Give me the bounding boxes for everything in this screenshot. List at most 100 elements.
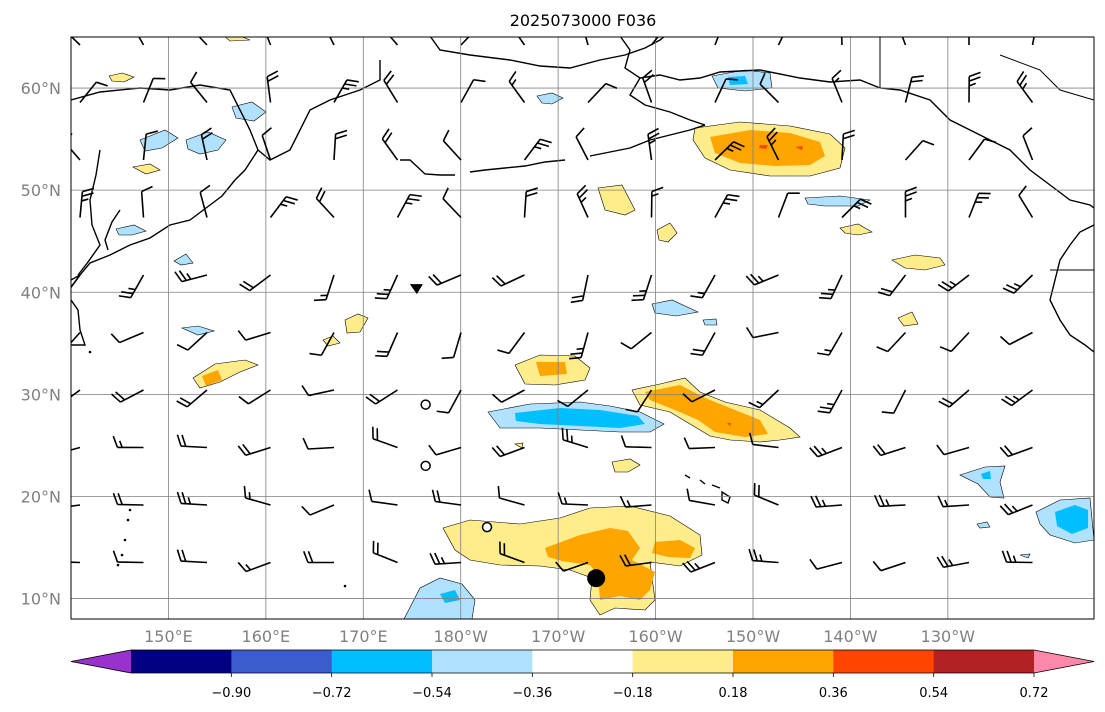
coastlines bbox=[71, 37, 1094, 504]
lat-tick-label: 40°N bbox=[21, 283, 61, 302]
wind-barb bbox=[904, 186, 917, 218]
wind-barb bbox=[620, 331, 653, 350]
lat-tick-label: 60°N bbox=[21, 79, 61, 98]
wind-barb bbox=[936, 555, 970, 569]
wind-barb bbox=[71, 561, 81, 564]
wind-barb bbox=[817, 389, 843, 414]
wind-barb bbox=[237, 561, 271, 573]
wind-barb bbox=[999, 445, 1033, 458]
wind-barb bbox=[873, 494, 906, 508]
lon-tick-label: 170°E bbox=[339, 627, 388, 646]
wind-barb bbox=[777, 37, 784, 46]
wind-barb bbox=[683, 437, 716, 450]
wind-barb bbox=[690, 274, 716, 299]
wind-barb bbox=[1002, 274, 1034, 294]
wind-barb bbox=[809, 445, 843, 458]
wind-barb bbox=[904, 75, 924, 103]
wind-barb bbox=[389, 37, 399, 46]
wind-barb bbox=[491, 389, 525, 403]
wind-barb bbox=[631, 274, 653, 302]
wind-barb bbox=[841, 129, 856, 161]
lon-tick-label: 130°W bbox=[921, 627, 976, 646]
wind-barb bbox=[690, 332, 716, 357]
colorbar-segment bbox=[331, 650, 433, 673]
wind-barb bbox=[1016, 71, 1034, 103]
wind-barb bbox=[766, 127, 780, 161]
wind-barb bbox=[647, 127, 660, 161]
wind-barb bbox=[523, 187, 538, 218]
colorbar-tick-label: −0.72 bbox=[312, 686, 352, 701]
wind-barb bbox=[176, 434, 208, 449]
wind-barb bbox=[809, 558, 843, 570]
wind-barb bbox=[269, 195, 298, 218]
arrowhead-marker bbox=[409, 284, 423, 295]
wind-barb bbox=[753, 483, 779, 506]
wind-barb bbox=[189, 71, 208, 104]
wind-barb bbox=[810, 495, 843, 508]
wind-barb bbox=[968, 71, 981, 103]
colorbar-tick-label: 0.72 bbox=[1020, 686, 1049, 701]
borders bbox=[879, 37, 1094, 271]
wind-barb bbox=[682, 560, 716, 573]
colorbar-tick-label: −0.54 bbox=[412, 686, 452, 701]
wind-barb bbox=[937, 495, 970, 508]
wind-barb bbox=[138, 37, 145, 46]
wind-barb bbox=[199, 184, 211, 218]
wind-barb bbox=[557, 492, 589, 506]
wind-barb bbox=[79, 81, 108, 103]
wind-barb bbox=[585, 37, 589, 46]
wind-barb bbox=[777, 192, 800, 218]
wind-barb bbox=[561, 427, 589, 449]
wind-barb bbox=[497, 486, 525, 506]
wind-barb bbox=[587, 82, 618, 104]
wind-barb bbox=[1001, 550, 1033, 564]
wind-barb bbox=[333, 79, 359, 103]
wind-barb bbox=[686, 488, 716, 506]
wind-barb bbox=[748, 389, 780, 409]
lat-tick-label: 20°N bbox=[21, 487, 61, 506]
colorbar bbox=[70, 649, 1095, 674]
colorbar-tick-label: 0.18 bbox=[719, 686, 748, 701]
wind-barb bbox=[619, 554, 652, 567]
wind-barb bbox=[176, 491, 208, 506]
wind-barb bbox=[71, 37, 81, 46]
wind-barb bbox=[876, 331, 907, 353]
wind-barb bbox=[650, 37, 659, 46]
wind-barb bbox=[745, 273, 779, 286]
wind-barb bbox=[71, 389, 81, 398]
colorbar-tick-label: −0.18 bbox=[613, 686, 653, 701]
wind-barb bbox=[442, 129, 462, 161]
wind-barb bbox=[71, 274, 81, 289]
colorbar-segment bbox=[432, 650, 533, 673]
calm-wind-marker bbox=[420, 399, 431, 410]
lon-tick-label: 160°W bbox=[628, 627, 683, 646]
wind-barb bbox=[682, 389, 716, 403]
wind-barb bbox=[641, 69, 654, 103]
wind-barb bbox=[1001, 389, 1033, 407]
wind-barb bbox=[570, 274, 589, 304]
wind-barb bbox=[904, 139, 935, 161]
wind-barb bbox=[650, 186, 664, 218]
wind-barb bbox=[555, 561, 589, 572]
wind-barb bbox=[372, 426, 398, 449]
wind-barb bbox=[491, 445, 525, 458]
wind-barb bbox=[71, 446, 81, 451]
wind-barb bbox=[266, 70, 279, 103]
colorbar-segment bbox=[833, 650, 935, 673]
wind-barb bbox=[745, 327, 779, 339]
wind-barb bbox=[118, 274, 145, 299]
lon-tick-label: 170°W bbox=[531, 627, 586, 646]
wind-barb bbox=[714, 193, 740, 218]
wind-barb bbox=[939, 331, 970, 353]
wind-barb bbox=[429, 552, 462, 566]
map-frame bbox=[70, 36, 1095, 620]
wind-barb bbox=[112, 550, 144, 564]
wind-barb bbox=[518, 37, 526, 46]
wind-barb bbox=[1022, 127, 1034, 161]
lon-tick-label: 160°E bbox=[242, 627, 291, 646]
map-panel bbox=[71, 37, 1094, 619]
wind-barb bbox=[491, 274, 525, 287]
wind-barb bbox=[266, 37, 272, 46]
wind-barb bbox=[176, 331, 208, 351]
